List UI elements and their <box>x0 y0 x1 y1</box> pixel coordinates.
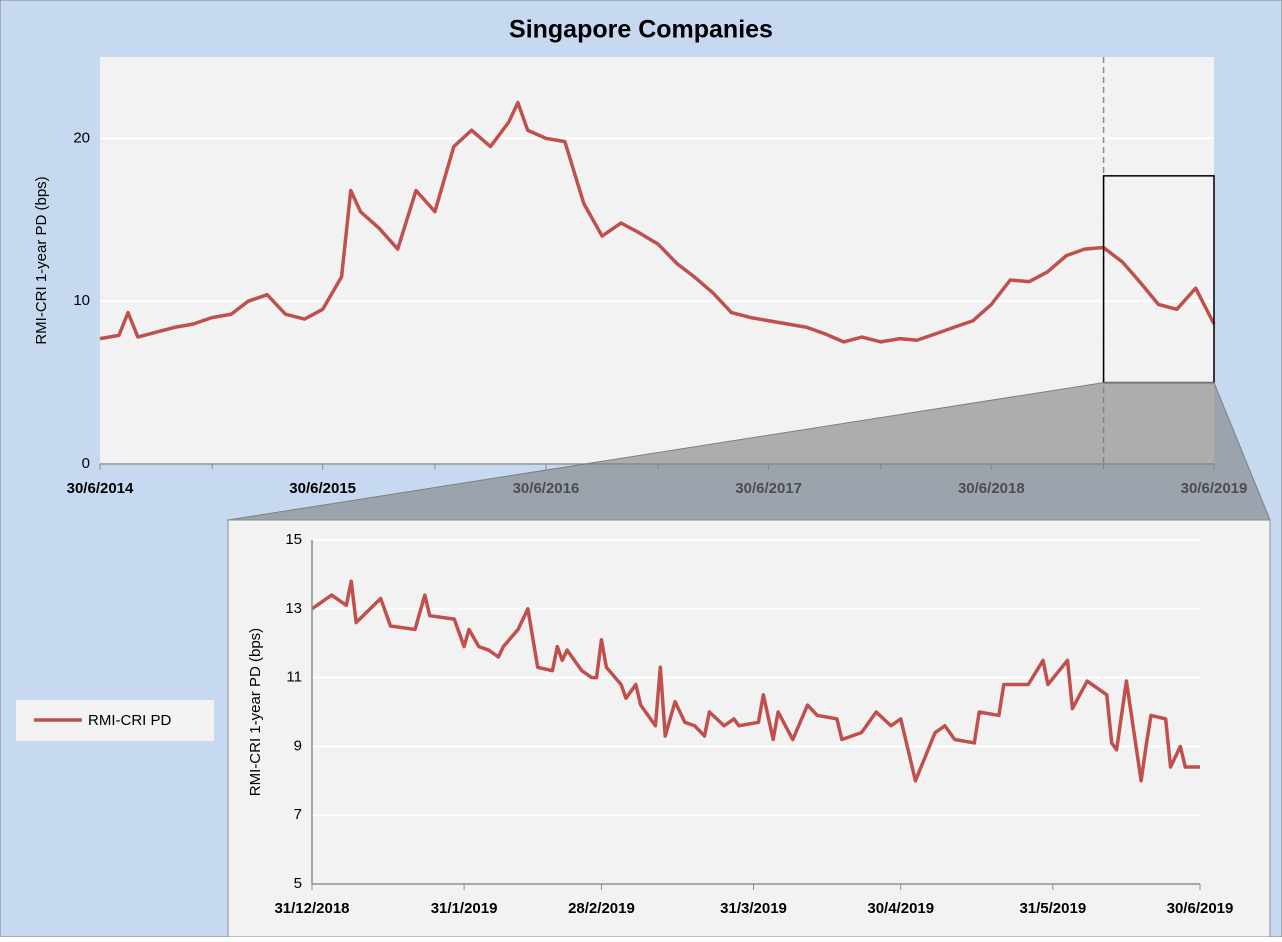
y-tick-label: 11 <box>286 669 302 686</box>
y-tick-label: 9 <box>294 737 302 754</box>
legend-label: RMI-CRI PD <box>88 712 171 729</box>
y-tick-label: 15 <box>285 531 302 548</box>
x-tick-label: 30/6/2015 <box>289 480 356 497</box>
y-tick-label: 13 <box>285 600 302 617</box>
data-line <box>99 100 1216 344</box>
x-tick-label: 31/12/2018 <box>274 900 349 917</box>
x-tick-label: 31/1/2019 <box>431 900 498 917</box>
x-tick-label: 28/2/2019 <box>568 900 635 917</box>
y-axis-label: RMI-CRI 1-year PD (bps) <box>247 628 264 796</box>
x-tick-label: 30/4/2019 <box>867 900 934 917</box>
legend: RMI-CRI PD <box>16 700 214 741</box>
x-tick-label: 31/5/2019 <box>1019 900 1086 917</box>
inset-chart: 5 7 9 11 13 15 31/12/2018 31/1/2019 28/2/2019 31/… <box>227 519 1271 938</box>
chart-title: Singapore Companies <box>509 16 773 44</box>
x-tick-label: 30/6/2019 <box>1167 900 1234 917</box>
data-line <box>310 579 1200 783</box>
x-tick-label: 31/3/2019 <box>720 900 787 917</box>
y-tick-label: 0 <box>82 455 90 472</box>
y-tick-label: 10 <box>73 292 90 309</box>
plot-area <box>312 540 1200 884</box>
y-axis-label: RMI-CRI 1-year PD (bps) <box>33 176 50 344</box>
y-tick-label: 7 <box>294 806 302 823</box>
x-tick-label: 30/6/2014 <box>67 480 134 497</box>
y-tick-label: 5 <box>294 875 302 892</box>
y-tick-label: 20 <box>73 129 90 146</box>
